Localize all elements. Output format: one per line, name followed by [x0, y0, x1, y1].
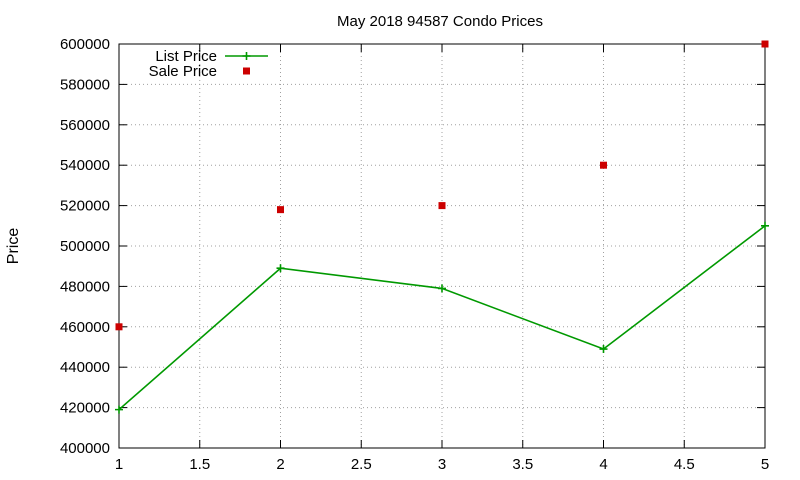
x-tick-label: 2 [276, 456, 284, 473]
legend-marker-list-price [242, 52, 251, 60]
y-axis-label: Price [5, 228, 22, 265]
y-tick-label: 420000 [60, 400, 110, 417]
y-tick-label: 520000 [60, 198, 110, 215]
series-layer [115, 40, 769, 414]
list-price-point [276, 264, 285, 273]
x-tick-label: 1.5 [189, 456, 210, 473]
chart-title: May 2018 94587 Condo Prices [337, 13, 543, 30]
y-tick-label: 500000 [60, 238, 110, 255]
sale-price-point [277, 206, 284, 214]
list-price-point [115, 405, 123, 414]
x-tick-label: 1 [115, 456, 123, 473]
y-tick-label: 440000 [60, 359, 110, 376]
y-tick-label: 480000 [60, 278, 110, 295]
legend-label-sale-price: Sale Price [149, 63, 217, 80]
x-tick-label: 4 [599, 456, 607, 473]
y-tick-label: 580000 [60, 76, 110, 93]
x-tick-label: 3 [438, 456, 446, 473]
gridlines [119, 44, 765, 448]
legend-marker-sale-price [243, 67, 250, 75]
sale-price-point [600, 161, 607, 169]
y-tick-label: 560000 [60, 117, 110, 134]
y-tick-label: 600000 [60, 36, 110, 53]
sale-price-point [761, 40, 769, 48]
sale-price-series [115, 40, 769, 331]
sale-price-point [115, 323, 123, 331]
y-tick-label: 540000 [60, 157, 110, 174]
list-price-series [115, 221, 769, 414]
legend-label-list-price: List Price [155, 48, 217, 65]
y-tick-label: 460000 [60, 319, 110, 336]
sale-price-point [438, 202, 446, 210]
axis-ticks: 400000 420000 440000 460000 480000 500000 5200… [60, 36, 769, 473]
list-price-point [761, 221, 769, 230]
list-price-line [118, 225, 766, 411]
x-tick-label: 3.5 [512, 456, 533, 473]
x-tick-label: 4.5 [674, 456, 695, 473]
list-price-point [438, 284, 446, 293]
y-tick-label: 400000 [60, 440, 110, 457]
list-price-point [599, 345, 608, 354]
x-tick-label: 5 [761, 456, 769, 473]
x-tick-label: 2.5 [351, 456, 372, 473]
